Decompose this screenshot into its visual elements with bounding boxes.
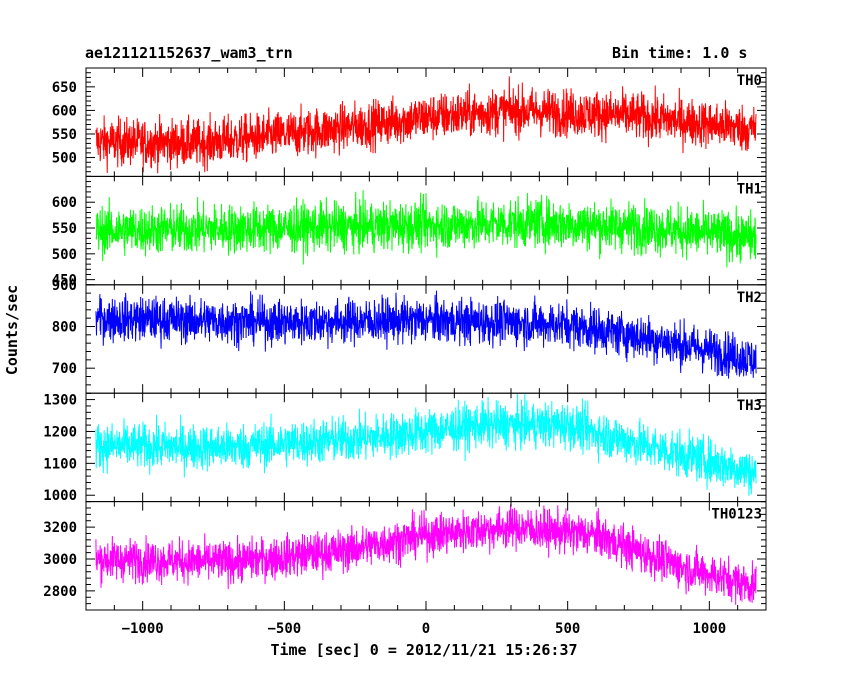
y-axis-label: Counts/sec [3, 285, 21, 375]
series-line-th1 [95, 190, 757, 268]
y-tick-label: 800 [52, 319, 77, 335]
series-line-th2 [95, 290, 757, 379]
y-tick-label: 600 [52, 103, 77, 119]
y-tick-label: 1100 [43, 456, 77, 472]
panel-th3: 1000 1100 1200 1300 TH3 [43, 393, 767, 504]
panels-layer: 500 550 600 650 TH0 450 500 550 600 TH1 700 800 900 T… [43, 67, 767, 637]
y-tick-label: 500 [52, 151, 77, 167]
panel-th0123: 2800 3000 3200 TH0123 [43, 501, 767, 611]
y-tick-label: 550 [52, 221, 77, 237]
y-tick-label: 700 [52, 361, 77, 377]
y-tick-label: 1000 [43, 488, 77, 504]
y-tick-label: 1300 [43, 393, 77, 409]
panel-label-th1: TH1 [737, 181, 762, 197]
chart-title: ae121121152637_wam3_trn [85, 44, 293, 62]
y-tick-label: 1200 [43, 424, 77, 440]
panel-label-th3: TH3 [737, 398, 762, 414]
x-tick-label: 1000 [692, 621, 726, 637]
panel-th2: 700 800 900 TH2 [52, 278, 767, 394]
y-tick-label: 3200 [43, 520, 77, 536]
x-axis-label: Time [sec] 0 = 2012/11/21 15:26:37 [270, 641, 577, 659]
bin-time-label: Bin time: 1.0 s [612, 44, 748, 62]
y-tick-label: 600 [52, 195, 77, 211]
panel-label-th0: TH0 [737, 73, 762, 89]
panel-th0: 500 550 600 650 TH0 [52, 67, 767, 177]
series-line-th3 [95, 393, 757, 496]
y-tick-label: 900 [52, 278, 77, 294]
series-line-th0 [95, 76, 757, 174]
panel-label-th0123: TH0123 [711, 507, 762, 523]
series-line-th0123 [95, 504, 757, 605]
panel-th1: 450 500 550 600 TH1 [52, 175, 767, 289]
x-tick-label: 0 [422, 621, 430, 637]
y-tick-label: 650 [52, 80, 77, 96]
y-tick-label: 2800 [43, 584, 77, 600]
y-tick-label: 550 [52, 127, 77, 143]
y-tick-label: 450 [52, 273, 77, 289]
y-tick-label: 500 [52, 247, 77, 263]
panel-label-th2: TH2 [737, 290, 762, 306]
x-tick-label: −1000 [122, 621, 164, 637]
x-tick-label: −500 [267, 621, 301, 637]
y-tick-label: 3000 [43, 552, 77, 568]
x-tick-label: 500 [555, 621, 580, 637]
